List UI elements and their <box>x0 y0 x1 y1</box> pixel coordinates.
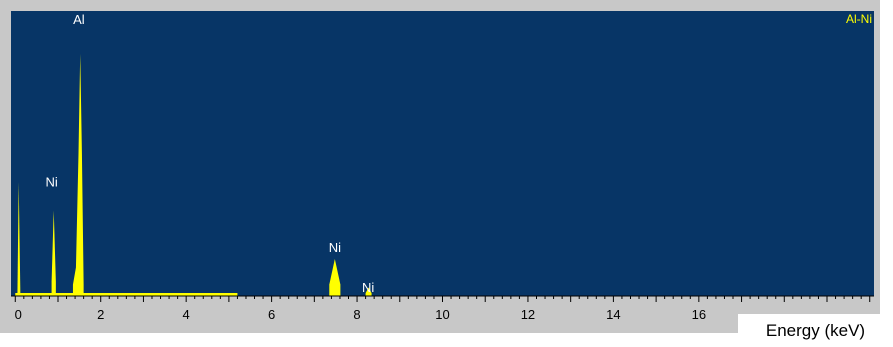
x-axis-label-box: Energy (keV) <box>738 314 893 347</box>
peak-labels: Al Ni Ni Ni <box>45 12 374 295</box>
spectrum-series <box>15 53 372 296</box>
eds-spectrum-chart: 0 2 4 6 8 10 12 14 16 Al Ni Ni Ni Al-Ni <box>11 11 874 322</box>
x-tick-label: 2 <box>97 307 104 322</box>
sample-label: Al-Ni <box>846 12 872 26</box>
peak-label: Ni <box>362 280 374 295</box>
spectrum-peak-0 <box>17 182 21 296</box>
x-axis-ticks <box>14 296 871 302</box>
x-tick-label: 10 <box>435 307 449 322</box>
x-axis-tick-labels: 0 2 4 6 8 10 12 14 16 <box>15 307 706 322</box>
spectrum-continuum <box>15 293 238 296</box>
x-axis-label: Energy (keV) <box>765 320 866 340</box>
spectrum-peak-2 <box>72 53 84 296</box>
x-tick-label: 16 <box>692 307 706 322</box>
x-tick-label: 14 <box>606 307 620 322</box>
plot-background <box>11 11 874 296</box>
peak-label: Ni <box>45 174 57 189</box>
spectrum-peak-3 <box>329 258 341 296</box>
x-tick-label: 6 <box>268 307 275 322</box>
x-tick-label: 0 <box>15 307 22 322</box>
peak-label: Al <box>73 12 85 27</box>
x-tick-label: 4 <box>183 307 190 322</box>
peak-label: Ni <box>329 240 341 255</box>
spectrum-peak-1 <box>51 210 56 296</box>
spectrum-peak-4 <box>365 287 372 296</box>
x-tick-label: 8 <box>353 307 360 322</box>
x-tick-label: 12 <box>521 307 535 322</box>
